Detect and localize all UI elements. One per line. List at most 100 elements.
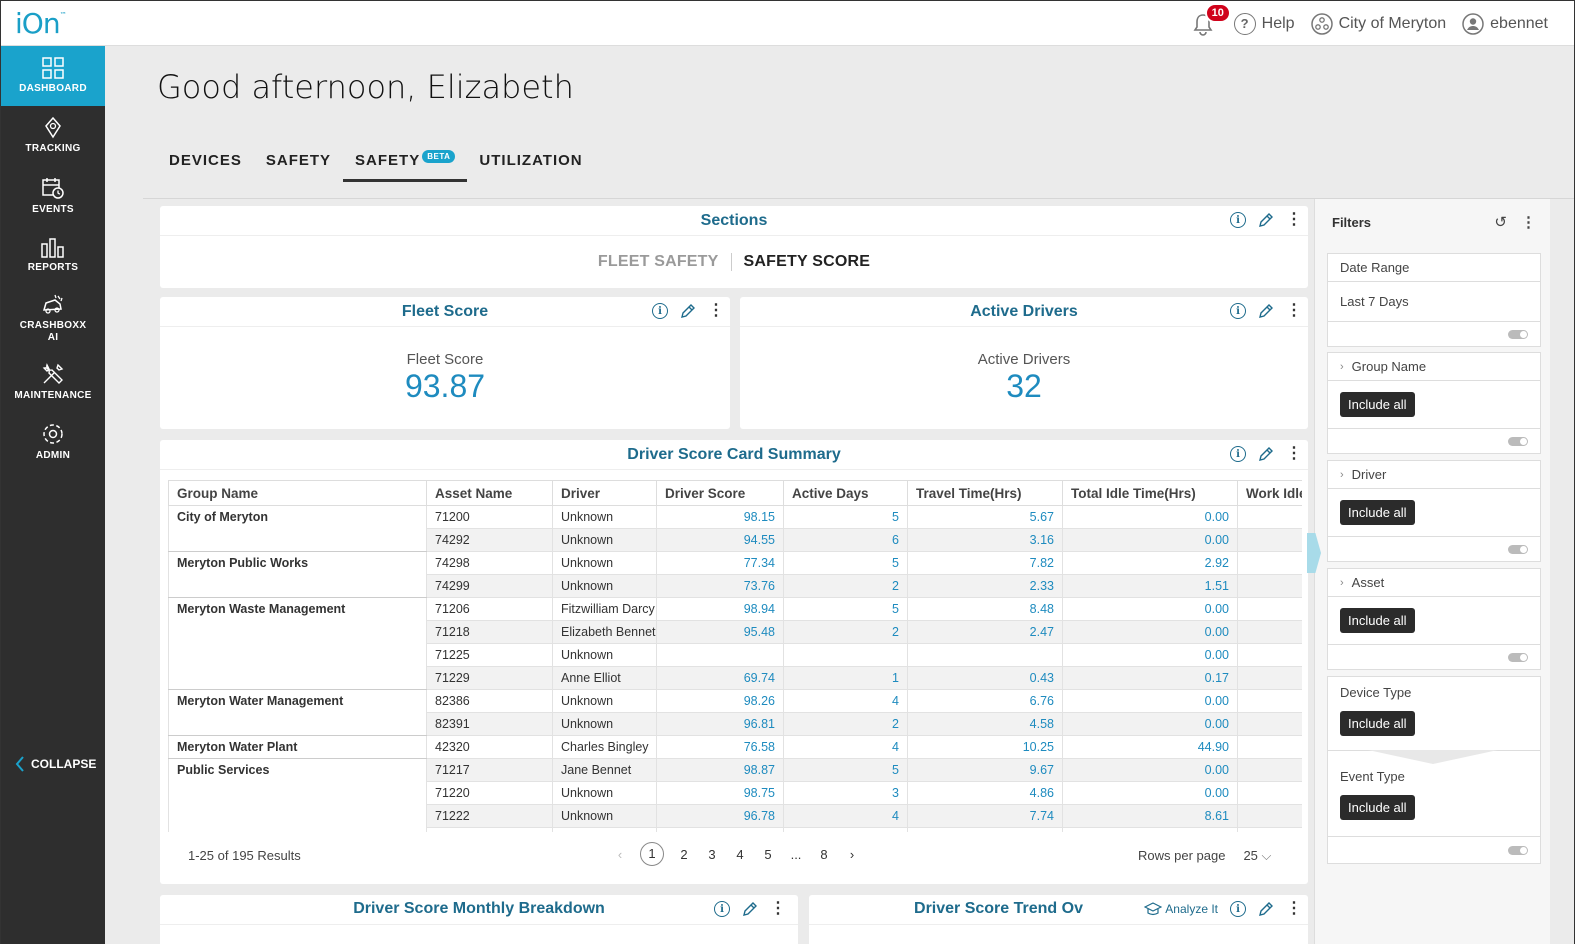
edit-pencil-icon[interactable] xyxy=(1258,212,1274,228)
travel-cell[interactable]: 8.48 xyxy=(907,597,1063,621)
score-cell[interactable]: 96.81 xyxy=(656,712,784,736)
days-cell[interactable]: 4 xyxy=(783,735,908,759)
col-travel-time[interactable]: Travel Time(Hrs) xyxy=(907,480,1063,506)
score-cell[interactable]: 98.15 xyxy=(656,505,784,529)
info-icon[interactable]: i xyxy=(652,303,668,319)
col-asset-name[interactable]: Asset Name xyxy=(426,480,553,506)
days-cell[interactable]: 2 xyxy=(783,574,908,598)
idle-cell[interactable]: 44.90 xyxy=(1062,735,1238,759)
idle-cell[interactable]: 0.00 xyxy=(1062,758,1238,782)
idle-cell[interactable]: 0.00 xyxy=(1062,643,1238,667)
idle-cell[interactable]: 8.61 xyxy=(1062,804,1238,828)
more-menu-icon[interactable]: ⋮ xyxy=(770,900,786,917)
travel-cell[interactable]: 7.82 xyxy=(907,551,1063,575)
page-link[interactable]: 3 xyxy=(708,846,716,862)
reset-icon[interactable]: ↺ xyxy=(1494,214,1507,231)
score-cell[interactable]: 98.94 xyxy=(656,597,784,621)
scorecard-table-wrapper[interactable]: Group Name Asset Name Driver Driver Scor… xyxy=(168,480,1302,832)
score-cell[interactable]: 76.58 xyxy=(656,735,784,759)
analyze-it-button[interactable]: Analyze It xyxy=(1144,902,1218,916)
driver-toggle[interactable] xyxy=(1508,544,1528,554)
travel-cell[interactable]: 10.25 xyxy=(907,735,1063,759)
idle-cell[interactable]: 0.00 xyxy=(1062,597,1238,621)
nav-reports[interactable]: REPORTS xyxy=(1,226,105,286)
driver-header[interactable]: › Driver xyxy=(1328,461,1540,489)
col-work-idle[interactable]: Work Idle xyxy=(1237,480,1302,506)
page-link[interactable]: 4 xyxy=(736,846,744,862)
days-cell[interactable]: 3 xyxy=(783,781,908,805)
nav-admin[interactable]: ADMIN xyxy=(1,412,105,472)
help-link[interactable]: ? Help xyxy=(1233,12,1295,35)
edit-pencil-icon[interactable] xyxy=(680,303,696,319)
notifications-button[interactable]: 10 xyxy=(1192,2,1231,36)
days-cell[interactable]: 1 xyxy=(783,666,908,690)
idle-cell[interactable]: 1.51 xyxy=(1062,574,1238,598)
travel-cell[interactable]: 2.47 xyxy=(907,620,1063,644)
info-icon[interactable]: i xyxy=(714,901,730,917)
score-cell[interactable]: 73.76 xyxy=(656,574,784,598)
ion-logo[interactable]: iOn™ xyxy=(15,7,67,40)
idle-cell[interactable]: 0.17 xyxy=(1062,666,1238,690)
date-range-toggle[interactable] xyxy=(1508,329,1528,339)
more-menu-icon[interactable]: ⋮ xyxy=(1521,214,1536,231)
col-driver-score[interactable]: Driver Score xyxy=(656,480,784,506)
info-icon[interactable]: i xyxy=(1230,212,1246,228)
group-name-toggle[interactable] xyxy=(1508,436,1528,446)
include-all-chip[interactable]: Include all xyxy=(1340,711,1415,736)
idle-cell[interactable]: 0.00 xyxy=(1062,528,1238,552)
travel-cell[interactable] xyxy=(907,643,1063,667)
travel-cell[interactable]: 4.86 xyxy=(907,781,1063,805)
days-cell[interactable] xyxy=(783,643,908,667)
nav-events[interactable]: EVENTS xyxy=(1,166,105,226)
travel-cell[interactable]: 3.16 xyxy=(907,528,1063,552)
col-active-days[interactable]: Active Days xyxy=(783,480,908,506)
days-cell[interactable]: 5 xyxy=(783,597,908,621)
score-cell[interactable]: 69.74 xyxy=(656,666,784,690)
score-cell[interactable]: 96.78 xyxy=(656,804,784,828)
score-cell[interactable]: 98.87 xyxy=(656,758,784,782)
days-cell[interactable]: 5 xyxy=(783,551,908,575)
user-menu[interactable]: ebennet xyxy=(1462,12,1548,35)
nav-dashboard[interactable]: DASHBOARD xyxy=(1,46,105,106)
collapse-button[interactable]: COLLAPSE xyxy=(15,756,96,772)
idle-cell[interactable]: 0.00 xyxy=(1062,781,1238,805)
col-total-idle-time[interactable]: Total Idle Time(Hrs) xyxy=(1062,480,1238,506)
page-link[interactable]: 8 xyxy=(820,846,828,862)
idle-cell[interactable]: 2.92 xyxy=(1062,551,1238,575)
edit-pencil-icon[interactable] xyxy=(1258,901,1274,917)
nav-maintenance[interactable]: MAINTENANCE xyxy=(1,352,105,412)
score-cell[interactable]: 98.75 xyxy=(656,781,784,805)
edit-pencil-icon[interactable] xyxy=(1258,303,1274,319)
more-menu-icon[interactable]: ⋮ xyxy=(1286,900,1302,917)
include-all-chip[interactable]: Include all xyxy=(1340,795,1415,820)
tab-safety-beta[interactable]: SAFETY BETA xyxy=(343,144,468,182)
travel-cell[interactable]: 4.58 xyxy=(907,712,1063,736)
next-page-button[interactable]: › xyxy=(849,846,855,862)
group-name-header[interactable]: › Group Name xyxy=(1328,353,1540,381)
page-link[interactable]: 5 xyxy=(764,846,772,862)
more-menu-icon[interactable]: ⋮ xyxy=(1286,445,1302,462)
days-cell[interactable]: 5 xyxy=(783,758,908,782)
tab-utilization[interactable]: UTILIZATION xyxy=(479,152,583,169)
include-all-chip[interactable]: Include all xyxy=(1340,500,1415,525)
score-cell[interactable]: 95.48 xyxy=(656,620,784,644)
tab-devices[interactable]: DEVICES xyxy=(169,152,242,169)
device-event-toggle[interactable] xyxy=(1508,845,1528,855)
travel-cell[interactable]: 0.43 xyxy=(907,666,1063,690)
score-cell[interactable]: 77.34 xyxy=(656,551,784,575)
edit-pencil-icon[interactable] xyxy=(1258,446,1274,462)
more-menu-icon[interactable]: ⋮ xyxy=(1286,211,1302,228)
rows-per-page-select[interactable]: 25 ⌵ xyxy=(1243,848,1271,864)
days-cell[interactable]: 2 xyxy=(783,712,908,736)
nav-crashboxx-ai[interactable]: CRASHBOXX AI xyxy=(1,286,105,352)
asset-toggle[interactable] xyxy=(1508,652,1528,662)
travel-cell[interactable]: 7.74 xyxy=(907,804,1063,828)
info-icon[interactable]: i xyxy=(1230,446,1246,462)
filters-collapse-handle[interactable] xyxy=(1307,533,1321,573)
section-fleet-safety[interactable]: FLEET SAFETY xyxy=(597,253,719,270)
asset-header[interactable]: › Asset xyxy=(1328,569,1540,597)
idle-cell[interactable]: 0.00 xyxy=(1062,712,1238,736)
org-selector[interactable]: City of Meryton xyxy=(1310,12,1446,35)
include-all-chip[interactable]: Include all xyxy=(1340,392,1415,417)
section-safety-score[interactable]: SAFETY SCORE xyxy=(730,253,883,271)
